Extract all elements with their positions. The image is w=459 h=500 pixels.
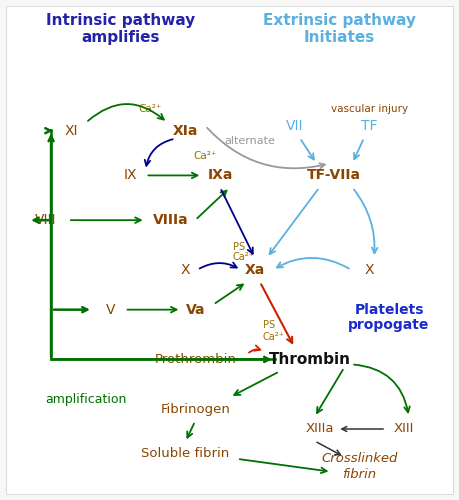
Text: vascular injury: vascular injury bbox=[330, 104, 408, 114]
Text: VIIIa: VIIIa bbox=[152, 213, 188, 227]
Text: Thrombin: Thrombin bbox=[269, 352, 351, 367]
Text: Extrinsic pathway
Initiates: Extrinsic pathway Initiates bbox=[263, 13, 416, 46]
Text: TF: TF bbox=[361, 118, 377, 132]
Text: PS: PS bbox=[233, 242, 245, 252]
Text: XIII: XIII bbox=[394, 422, 414, 436]
Text: fibrin: fibrin bbox=[342, 468, 376, 481]
Text: XI: XI bbox=[64, 124, 78, 138]
Text: alternate: alternate bbox=[224, 136, 275, 145]
FancyBboxPatch shape bbox=[6, 6, 453, 494]
Text: X: X bbox=[364, 263, 374, 277]
Text: TF-VIIa: TF-VIIa bbox=[308, 168, 361, 182]
Text: Crosslinked: Crosslinked bbox=[321, 452, 397, 466]
Text: Prothrombin: Prothrombin bbox=[154, 353, 236, 366]
Text: Platelets: Platelets bbox=[354, 302, 424, 316]
Text: VII: VII bbox=[286, 118, 303, 132]
Text: propogate: propogate bbox=[348, 318, 430, 332]
Text: Xa: Xa bbox=[245, 263, 265, 277]
Text: Intrinsic pathway
amplifies: Intrinsic pathway amplifies bbox=[46, 13, 195, 46]
Text: amplification: amplification bbox=[45, 392, 127, 406]
Text: XIa: XIa bbox=[173, 124, 198, 138]
Text: Soluble fibrin: Soluble fibrin bbox=[141, 448, 230, 460]
Text: Ca²⁺: Ca²⁺ bbox=[193, 150, 217, 160]
Text: X: X bbox=[180, 263, 190, 277]
Text: Ca²⁺: Ca²⁺ bbox=[139, 104, 162, 114]
Text: PS: PS bbox=[263, 320, 275, 330]
Text: XIIIa: XIIIa bbox=[305, 422, 334, 436]
Text: Ca²⁺: Ca²⁺ bbox=[233, 252, 255, 262]
Text: VIII: VIII bbox=[35, 213, 57, 227]
Text: Fibrinogen: Fibrinogen bbox=[160, 402, 230, 415]
Text: IXa: IXa bbox=[207, 168, 233, 182]
Text: Ca²⁺: Ca²⁺ bbox=[263, 332, 285, 342]
Text: V: V bbox=[106, 302, 116, 316]
Text: Va: Va bbox=[185, 302, 205, 316]
Text: IX: IX bbox=[124, 168, 137, 182]
